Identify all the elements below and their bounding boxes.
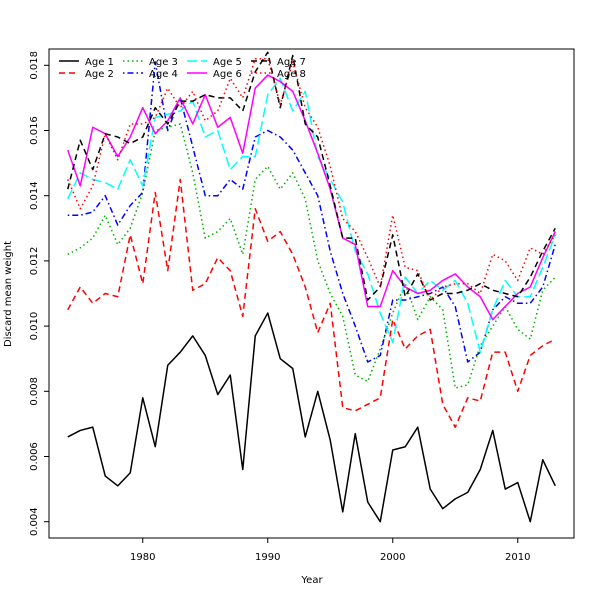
x-tick-label: 1980 xyxy=(130,552,155,563)
y-axis-title: Discard mean weight xyxy=(3,241,14,347)
x-tick-label: 2010 xyxy=(505,552,530,563)
x-tick-label: 2000 xyxy=(380,552,405,563)
series-layer xyxy=(67,51,556,523)
legend-label: Age 8 xyxy=(277,69,306,80)
series-line-age-1 xyxy=(67,312,556,523)
series-line-age-8 xyxy=(67,58,556,301)
plot-frame xyxy=(48,48,575,539)
series-line-age-5 xyxy=(67,77,556,353)
y-axis: 0.004 0.006 0.008 0.010 0.012 0.014 0.016 0.018 xyxy=(29,51,49,536)
legend-label: Age 7 xyxy=(277,57,306,68)
legend-label: Age 3 xyxy=(149,57,178,68)
y-tick-label: 0.012 xyxy=(29,247,40,276)
legend-label: Age 6 xyxy=(213,69,242,80)
y-tick-label: 0.006 xyxy=(29,442,40,471)
legend-label: Age 4 xyxy=(149,69,178,80)
y-tick-label: 0.018 xyxy=(29,51,40,80)
x-axis-title: Year xyxy=(300,575,323,586)
series-line-age-3 xyxy=(67,123,556,389)
y-tick-label: 0.010 xyxy=(29,312,40,341)
legend-label: Age 1 xyxy=(85,57,114,68)
x-axis: 1980 1990 2000 2010 xyxy=(130,538,530,563)
legend-label: Age 2 xyxy=(85,69,114,80)
y-tick-label: 0.008 xyxy=(29,377,40,406)
series-line-age-4 xyxy=(67,61,556,363)
series-line-age-6 xyxy=(67,74,556,321)
y-tick-label: 0.014 xyxy=(29,181,40,210)
legend-label: Age 5 xyxy=(213,57,242,68)
y-tick-label: 0.016 xyxy=(29,116,40,145)
series-line-age-7 xyxy=(67,51,556,301)
x-tick-label: 1990 xyxy=(255,552,280,563)
y-tick-label: 0.004 xyxy=(29,507,40,536)
series-line-age-2 xyxy=(67,178,556,428)
